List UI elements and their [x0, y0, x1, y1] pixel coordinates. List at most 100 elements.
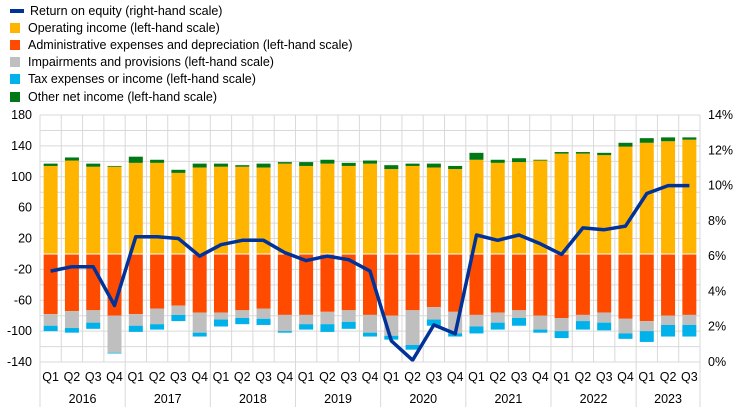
- bar-segment: [554, 253, 569, 319]
- bar-segment: [256, 318, 271, 325]
- bar-segment: [363, 314, 377, 333]
- bar-segment: [43, 325, 58, 332]
- bar-segment: [299, 314, 314, 325]
- bar-segment: [405, 165, 420, 254]
- bar-segment: [639, 142, 654, 254]
- bar-segment: [469, 253, 484, 315]
- bar-segment: [192, 332, 207, 337]
- bar-segment: [426, 163, 441, 168]
- bar-segment: [213, 166, 228, 254]
- bar-segment: [661, 315, 676, 325]
- bar-segment: [682, 324, 697, 337]
- y-tick-label: -100: [7, 324, 32, 338]
- legend-label: Tax expenses or income (left-hand scale): [28, 72, 256, 87]
- bar-segment: [341, 321, 356, 329]
- bar-segment: [363, 160, 377, 164]
- bar-stack: [405, 163, 420, 350]
- bar-segment: [575, 152, 590, 154]
- bar-segment: [86, 253, 101, 311]
- x-tick-label: Q3: [170, 370, 187, 384]
- bar-segment: [597, 253, 612, 313]
- bar-segment: [533, 159, 548, 161]
- bar-segment: [213, 319, 228, 327]
- bar-segment: [171, 169, 186, 173]
- bar-segment: [213, 253, 228, 313]
- y2-tick-label: 14%: [708, 108, 733, 122]
- bar-segment: [256, 167, 271, 254]
- x-tick-label: Q1: [383, 370, 400, 384]
- bar-segment: [469, 314, 484, 327]
- x-tick-label: Q1: [213, 370, 230, 384]
- bar-segment: [235, 166, 250, 254]
- bar-segment: [277, 314, 292, 332]
- bar-segment: [597, 312, 612, 323]
- bar-segment: [490, 159, 505, 163]
- bar-stack: [618, 142, 633, 339]
- bar-stack: [469, 152, 484, 334]
- year-label: 2016: [69, 392, 97, 406]
- bar-segment: [554, 331, 569, 339]
- bar-segment: [661, 137, 676, 142]
- x-tick-label: Q2: [234, 370, 251, 384]
- bar-segment: [618, 146, 633, 254]
- y2-tick-label: 2%: [708, 320, 726, 334]
- bar-stack: [256, 163, 271, 325]
- bar-segment: [171, 314, 186, 322]
- bar-segment: [490, 253, 505, 313]
- x-tick-label: Q1: [298, 370, 315, 384]
- x-tick-label: Q4: [447, 370, 464, 384]
- bar-segment: [661, 253, 676, 316]
- x-tick-label: Q2: [575, 370, 592, 384]
- y2-tick-label: 0%: [708, 355, 726, 369]
- bar-segment: [533, 253, 548, 316]
- legend-swatch: [10, 91, 20, 102]
- bar-segment: [43, 163, 58, 166]
- bar-segment: [533, 315, 548, 330]
- bar-segment: [299, 324, 314, 330]
- bar-stack: [575, 152, 590, 330]
- bar-segment: [128, 156, 143, 163]
- bar-segment: [554, 318, 569, 332]
- bar-segment: [661, 324, 676, 337]
- x-tick-label: Q3: [255, 370, 272, 384]
- legend-swatch: [10, 57, 20, 68]
- bar-segment: [277, 162, 292, 164]
- y-tick-label: 140: [11, 139, 32, 153]
- bar-segment: [320, 324, 335, 332]
- bar-segment: [639, 321, 654, 332]
- bar-segment: [277, 331, 292, 333]
- bar-segment: [64, 328, 79, 333]
- bar-segment: [192, 253, 207, 313]
- x-tick-label: Q1: [553, 370, 570, 384]
- bar-stack: [150, 159, 165, 330]
- bar-segment: [405, 345, 420, 350]
- x-tick-label: Q4: [191, 370, 208, 384]
- bar-segment: [299, 253, 314, 315]
- bar-segment: [86, 322, 101, 329]
- y-tick-label: 60: [18, 201, 32, 215]
- x-tick-label: Q1: [638, 370, 655, 384]
- bar-stack: [384, 165, 399, 340]
- bar-segment: [64, 157, 79, 161]
- bar-segment: [213, 163, 228, 167]
- chart-legend: Return on equity (right-hand scale) Oper…: [10, 2, 352, 105]
- legend-label: Return on equity (right-hand scale): [30, 3, 223, 18]
- bar-segment: [107, 165, 122, 167]
- year-label: 2019: [324, 392, 352, 406]
- bar-stack: [299, 162, 314, 330]
- bar-stack: [597, 152, 612, 331]
- bar-segment: [575, 314, 590, 322]
- bar-stack: [512, 158, 527, 326]
- bar-segment: [512, 158, 527, 163]
- y2-tick-label: 8%: [708, 214, 726, 228]
- bar-segment: [426, 167, 441, 254]
- bar-stack: [277, 162, 292, 333]
- bar-segment: [469, 152, 484, 160]
- roe-line: [50, 183, 690, 362]
- x-tick-label: Q1: [127, 370, 144, 384]
- x-tick-label: Q2: [404, 370, 421, 384]
- bar-segment: [341, 310, 356, 322]
- x-tick-label: Q4: [276, 370, 293, 384]
- bar-stack: [320, 159, 335, 332]
